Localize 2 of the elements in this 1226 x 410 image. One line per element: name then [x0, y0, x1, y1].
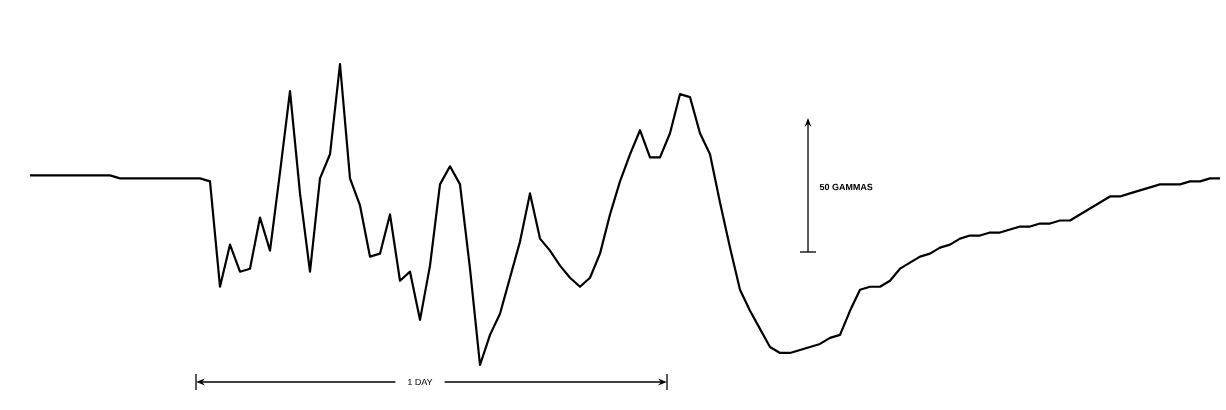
text: 1 DAY — [408, 378, 433, 386]
annotation: 50 GAMMAS — [819, 183, 873, 191]
